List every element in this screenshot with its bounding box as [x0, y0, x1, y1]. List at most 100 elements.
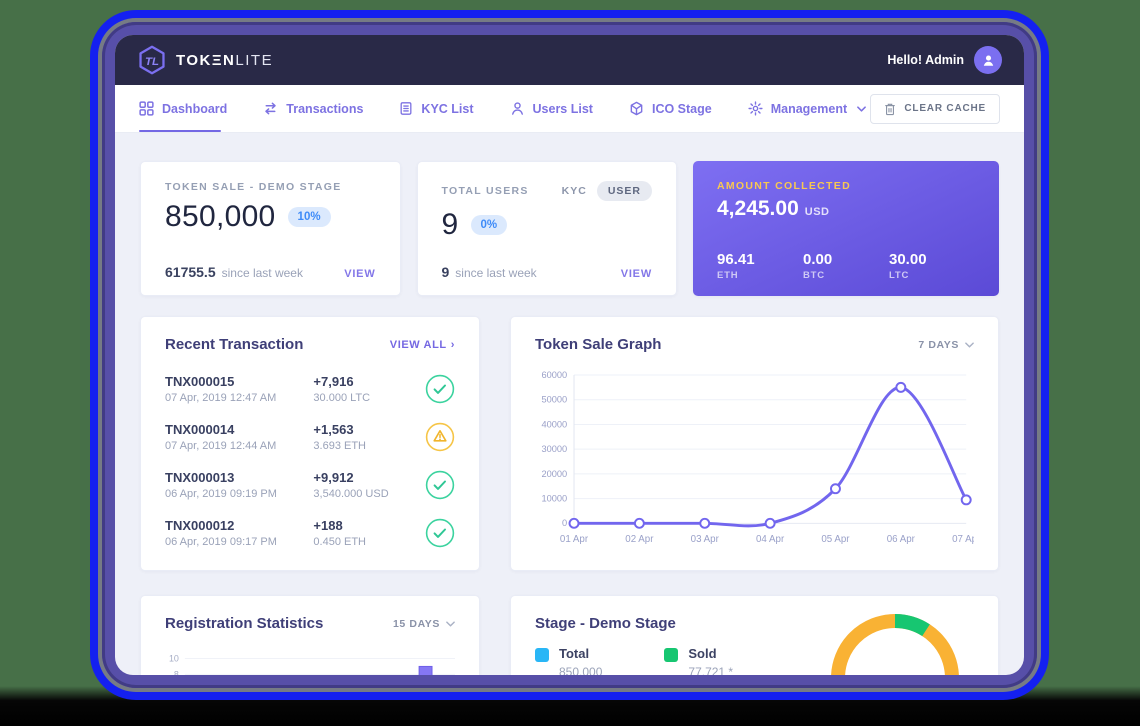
nav-item-label: Transactions [286, 101, 364, 116]
greeting-text: Hello! Admin [887, 53, 964, 67]
svg-text:60000: 60000 [541, 370, 567, 380]
svg-text:20000: 20000 [541, 469, 567, 479]
total-users-card: TOTAL USERS KYC USER 9 0% 9 since last w… [416, 161, 677, 296]
nav-item-label: KYC List [421, 101, 474, 116]
svg-text:40000: 40000 [541, 419, 567, 429]
svg-text:03 Apr: 03 Apr [691, 534, 720, 545]
btc-label: BTC [803, 270, 825, 281]
stage-panel: Stage - Demo Stage Total 850,000 [510, 595, 999, 675]
trash-icon [885, 103, 896, 115]
token-sale-card: TOKEN SALE - DEMO STAGE 850,000 10% 6175… [140, 161, 401, 296]
transaction-detail: 0.450 ETH [313, 536, 367, 548]
transaction-row[interactable]: TNX000013 06 Apr, 2019 09:19 PM +9,912 3,54… [165, 461, 455, 509]
total-users-view-link[interactable]: VIEW [620, 268, 652, 280]
sold-legend-label: Sold [688, 646, 717, 661]
transaction-detail: 3.693 ETH [313, 440, 367, 452]
transaction-id: TNX000013 [165, 470, 235, 485]
transactions-list: TNX000015 07 Apr, 2019 12:47 AM +7,916 30.0… [165, 365, 455, 557]
total-users-delta-caption: since last week [455, 266, 537, 280]
token-sale-graph-panel: Token Sale Graph 7 DAYS 0 10000 20000 30000… [510, 316, 999, 571]
graph-range-selector[interactable]: 7 DAYS [918, 339, 974, 351]
nav-item-label: Dashboard [162, 101, 228, 116]
user-avatar[interactable] [974, 46, 1002, 74]
clear-cache-label: CLEAR CACHE [904, 103, 986, 114]
svg-text:06 Apr: 06 Apr [887, 534, 916, 545]
nav-item-management[interactable]: Management [748, 85, 866, 132]
eth-label: ETH [717, 270, 739, 281]
token-sale-line-chart: 0 10000 20000 30000 40000 50000 60000 01 Apr 02 … [535, 361, 981, 556]
main-nav: Dashboard Transactions KYC List Users List I… [115, 85, 1024, 133]
token-sale-percent-badge: 10% [287, 207, 331, 227]
svg-text:05 Apr: 05 Apr [821, 534, 850, 545]
btc-value: 0.00 [803, 251, 833, 268]
svg-text:04 Apr: 04 Apr [756, 534, 785, 545]
transaction-row[interactable]: TNX000015 07 Apr, 2019 12:47 AM +7,916 30.0… [165, 365, 455, 413]
transaction-id: TNX000015 [165, 374, 235, 389]
transaction-row[interactable]: TNX000014 07 Apr, 2019 12:44 AM +1,563 3.69… [165, 413, 455, 461]
nav-item-transactions[interactable]: Transactions [263, 85, 363, 132]
token-sale-value: 850,000 [165, 200, 276, 233]
top-bar: TL TOKΞNLITE Hello! Admin [115, 35, 1024, 85]
dashboard-app: TL TOKΞNLITE Hello! Admin Dashboard Trans… [115, 35, 1024, 675]
amount-collected-label: AMOUNT COLLECTED [717, 180, 851, 192]
warning-icon [421, 422, 455, 452]
registration-range-selector[interactable]: 15 DAYS [393, 618, 455, 630]
transaction-date: 06 Apr, 2019 09:17 PM [165, 536, 277, 548]
user-toggle[interactable]: USER [596, 181, 652, 201]
transaction-date: 07 Apr, 2019 12:47 AM [165, 392, 277, 404]
device-frame: TL TOKΞNLITE Hello! Admin Dashboard Trans… [90, 10, 1049, 700]
view-all-link[interactable]: VIEW ALL › [390, 339, 455, 351]
brand-logo[interactable]: TL TOKΞNLITE [137, 45, 273, 75]
transaction-detail: 30.000 LTC [313, 392, 371, 404]
transaction-amount: +1,563 [313, 422, 354, 437]
chevron-down-icon [965, 341, 974, 348]
tokenlite-hexagon-logo-icon: TL [139, 45, 165, 75]
transaction-date: 06 Apr, 2019 09:19 PM [165, 488, 277, 500]
nav-item-dashboard[interactable]: Dashboard [139, 85, 227, 132]
dashboard-content: TOKEN SALE - DEMO STAGE 850,000 10% 6175… [115, 133, 1024, 675]
eth-amount: 96.41 ETH [717, 251, 803, 281]
amount-collected-card: AMOUNT COLLECTED 4,245.00 USD 96.41 ETH … [693, 161, 999, 296]
ltc-label: LTC [889, 270, 910, 281]
svg-text:30000: 30000 [541, 444, 567, 454]
eth-value: 96.41 [717, 251, 755, 268]
svg-text:02 Apr: 02 Apr [625, 534, 654, 545]
device-frame-inner-gray: TL TOKΞNLITE Hello! Admin Dashboard Trans… [98, 18, 1041, 692]
gear-icon [748, 101, 763, 116]
amount-collected-currency: USD [804, 206, 830, 218]
transaction-id: TNX000014 [165, 422, 235, 437]
registration-statistics-title: Registration Statistics [165, 615, 324, 632]
transaction-date: 07 Apr, 2019 12:44 AM [165, 440, 277, 452]
kyc-toggle[interactable]: KYC [561, 185, 587, 197]
sold-legend-swatch [664, 648, 679, 662]
transaction-amount: +9,912 [313, 470, 354, 485]
nav-item-label: Management [770, 101, 848, 116]
total-legend-label: Total [559, 646, 590, 661]
success-check-icon [421, 518, 455, 548]
recent-transactions-panel: Recent Transaction VIEW ALL › TNX000015 07… [140, 316, 480, 571]
transaction-row[interactable]: TNX000012 06 Apr, 2019 09:17 PM +188 0.450 … [165, 509, 455, 557]
brand-name: TOKΞNLITE [176, 51, 274, 69]
clear-cache-button[interactable]: CLEAR CACHE [870, 93, 1000, 124]
transactions-arrows-icon [263, 101, 278, 116]
transaction-id: TNX000012 [165, 518, 235, 533]
recent-transactions-title: Recent Transaction [165, 336, 304, 353]
graph-range-label: 7 DAYS [918, 338, 959, 351]
nav-item-kyc-list[interactable]: KYC List [399, 85, 474, 132]
svg-text:07 Apr: 07 Apr [952, 534, 974, 545]
nav-item-ico-stage[interactable]: ICO Stage [629, 85, 712, 132]
device-frame-inner-purple: TL TOKΞNLITE Hello! Admin Dashboard Trans… [102, 22, 1037, 688]
stage-title: Stage - Demo Stage [535, 615, 676, 632]
view-all-label: VIEW ALL [389, 338, 447, 351]
success-check-icon [421, 374, 455, 404]
nav-item-users-list[interactable]: Users List [510, 85, 593, 132]
token-sale-graph-title: Token Sale Graph [535, 336, 662, 353]
registration-range-label: 15 DAYS [392, 617, 440, 630]
ltc-amount: 30.00 LTC [889, 251, 975, 281]
stage-legend: Total 850,000 Sold 77,721 * [535, 646, 974, 675]
amount-collected-value: 4,245.00 [717, 197, 799, 220]
chevron-down-icon [857, 105, 866, 112]
total-users-delta: 9 [441, 264, 450, 280]
stage-donut-chart [820, 602, 970, 675]
token-sale-view-link[interactable]: VIEW [344, 268, 376, 280]
